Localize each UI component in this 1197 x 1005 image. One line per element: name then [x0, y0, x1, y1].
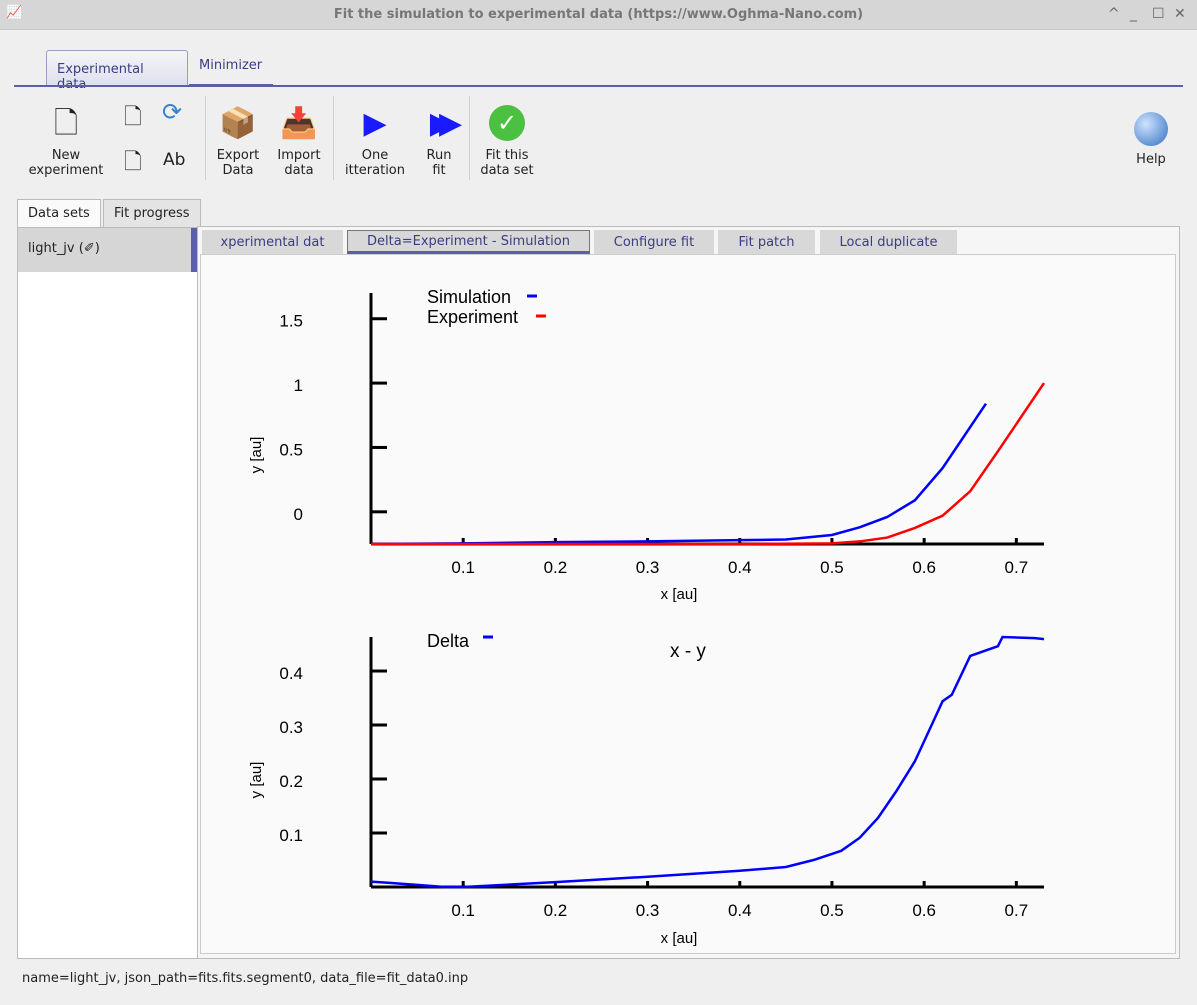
- x-axis-label: x [au]: [661, 930, 698, 947]
- y-axis-label: y [au]: [248, 762, 265, 799]
- x-tick-label: 0.3: [636, 901, 660, 920]
- x-tick-label: 0.6: [912, 901, 936, 920]
- plot-area: Simulation Experiment y [au] x [au] Delt…: [200, 254, 1176, 954]
- tab-experimental-data[interactable]: Experimental data: [46, 50, 188, 92]
- y-tick-label: 0.3: [279, 718, 303, 737]
- x-tick-label: 0.6: [912, 558, 936, 577]
- help-button[interactable]: Help: [1130, 106, 1172, 167]
- series-line-simulation: [370, 402, 987, 546]
- run-fit-button[interactable]: ▶▶ Run fit: [414, 98, 464, 178]
- x-tick-label: 0.1: [451, 558, 475, 577]
- check-icon: ✓: [476, 98, 538, 148]
- export-data-button[interactable]: 📦 Export Data: [212, 98, 264, 178]
- play-icon: ▶: [363, 105, 387, 141]
- series-line-experiment: [371, 382, 1046, 546]
- maximize-button[interactable]: ☐: [1152, 6, 1165, 22]
- x-tick-label: 0.7: [1005, 901, 1029, 920]
- shade-button[interactable]: ^: [1108, 6, 1120, 22]
- minimize-button[interactable]: _: [1130, 6, 1137, 22]
- refresh-icon[interactable]: ⟳: [162, 98, 183, 126]
- title-bar: 📈 Fit the simulation to experimental dat…: [0, 0, 1197, 30]
- clone-file-icon[interactable]: 🗋: [124, 150, 142, 175]
- tab-local-duplicate[interactable]: Local duplicate: [820, 230, 957, 254]
- x-axis-label: x [au]: [661, 586, 698, 603]
- window-title: Fit the simulation to experimental data …: [333, 7, 864, 22]
- app-icon: 📈: [6, 5, 23, 20]
- y-tick-label: 0: [294, 505, 303, 524]
- tab-configure-fit[interactable]: Configure fit: [594, 230, 714, 254]
- import-data-button[interactable]: 📥 Import data: [272, 98, 326, 178]
- tab-fit-patch[interactable]: Fit patch: [718, 230, 815, 254]
- tab-experimental-data-plot[interactable]: xperimental dat: [202, 230, 343, 254]
- box-icon: 📦: [219, 105, 257, 141]
- x-tick-label: 0.7: [1005, 558, 1029, 577]
- y-axis-label: y [au]: [248, 437, 265, 474]
- x-tick-label: 0.2: [544, 558, 568, 577]
- status-bar: name=light_jv, json_path=fits.fits.segme…: [22, 971, 469, 986]
- rename-icon[interactable]: Ab: [163, 150, 186, 170]
- fast-forward-icon: ▶▶: [429, 105, 462, 141]
- y-tick-label: 0.5: [279, 440, 303, 459]
- y-tick-label: 1.5: [279, 312, 303, 331]
- x-tick-label: 0.2: [544, 901, 568, 920]
- data-set-list: light_jv (✐): [17, 227, 200, 959]
- separator: [469, 96, 470, 180]
- tab-fit-progress[interactable]: Fit progress: [103, 199, 201, 227]
- x-tick-label: 0.1: [451, 901, 475, 920]
- legend-delta-label: Delta: [427, 631, 470, 651]
- y-tick-label: 1: [294, 376, 303, 395]
- x-tick-label: 0.4: [728, 901, 752, 920]
- separator: [333, 96, 334, 180]
- x-tick-label: 0.5: [820, 901, 844, 920]
- new-file-icon: 🗋: [53, 105, 79, 141]
- charts: Simulation Experiment y [au] x [au] Delt…: [248, 287, 1046, 947]
- legend-experiment-label: Experiment: [427, 307, 518, 327]
- tab-delta[interactable]: Delta=Experiment - Simulation: [347, 230, 590, 254]
- legend-simulation-label: Simulation: [427, 287, 511, 307]
- series-line-delta: [370, 635, 1045, 889]
- one-iteration-button[interactable]: ▶ One itteration: [340, 98, 410, 178]
- separator: [205, 96, 206, 180]
- tab-minimizer[interactable]: Minimizer: [189, 50, 273, 86]
- y-tick-label: 0.1: [279, 826, 303, 845]
- delete-file-icon[interactable]: 🗋: [124, 105, 142, 130]
- tab-divider: [14, 85, 1183, 87]
- x-tick-label: 0.4: [728, 558, 752, 577]
- globe-icon: [1130, 106, 1172, 152]
- close-button[interactable]: ✕: [1174, 6, 1186, 22]
- x-tick-label: 0.3: [636, 558, 660, 577]
- x-tick-label: 0.5: [820, 558, 844, 577]
- new-experiment-button[interactable]: 🗋 New experiment: [24, 98, 108, 178]
- list-item[interactable]: light_jv (✐): [18, 228, 199, 272]
- chart-title: x - y: [670, 641, 706, 662]
- import-icon: 📥: [280, 105, 318, 141]
- fit-this-data-set-button[interactable]: ✓ Fit this data set: [476, 98, 538, 178]
- tab-data-sets[interactable]: Data sets: [17, 199, 101, 228]
- y-tick-label: 0.2: [279, 772, 303, 791]
- y-tick-label: 0.4: [279, 664, 303, 683]
